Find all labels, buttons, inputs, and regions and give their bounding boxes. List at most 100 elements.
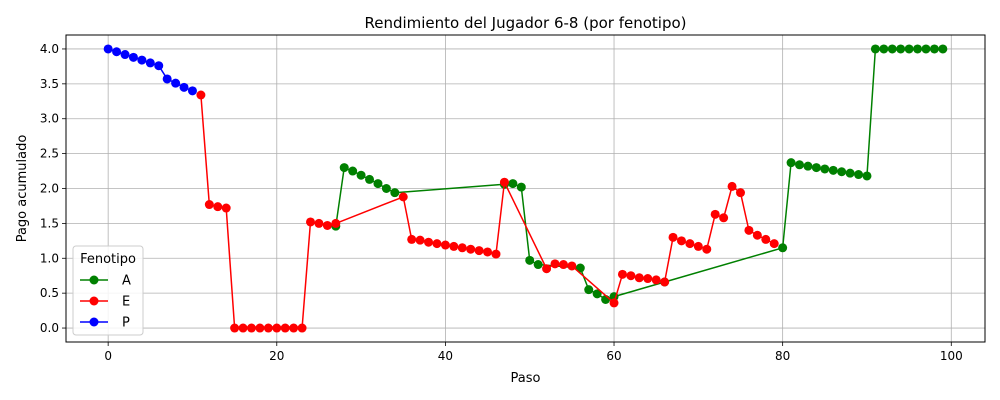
data-point-E <box>474 246 484 256</box>
y-tick-label: 1.5 <box>40 216 59 230</box>
data-point-A <box>929 44 939 54</box>
data-point-E <box>744 225 754 235</box>
data-point-E <box>617 269 627 279</box>
series-P <box>103 44 197 96</box>
data-point-A <box>525 255 535 265</box>
data-point-E <box>221 203 231 213</box>
series-layer <box>103 44 948 333</box>
data-point-E <box>213 202 223 212</box>
data-point-E <box>246 323 256 333</box>
data-point-E <box>196 90 206 100</box>
x-axis: 0 20 40 60 80 100 <box>104 342 963 363</box>
data-point-A <box>921 44 931 54</box>
data-point-P <box>128 52 138 62</box>
data-point-A <box>896 44 906 54</box>
data-point-E <box>306 217 316 227</box>
legend-title: Fenotipo <box>80 252 136 267</box>
data-point-A <box>508 179 518 189</box>
data-point-E <box>735 188 745 198</box>
legend-marker-A <box>89 275 99 285</box>
data-point-A <box>795 160 805 170</box>
data-point-A <box>365 174 375 184</box>
x-axis-label: Paso <box>511 371 541 386</box>
data-point-A <box>533 260 543 270</box>
data-point-P <box>137 55 147 65</box>
data-point-E <box>424 237 434 247</box>
y-tick-label: 2.0 <box>40 182 59 196</box>
data-point-E <box>634 273 644 283</box>
data-point-E <box>702 244 712 254</box>
data-point-E <box>609 298 619 308</box>
data-point-A <box>778 243 788 253</box>
y-tick-label: 4.0 <box>40 42 59 56</box>
data-point-E <box>668 232 678 242</box>
y-axis: 0.0 0.5 1.0 1.5 2.0 2.5 3.0 3.5 4.0 <box>40 42 66 335</box>
data-point-A <box>862 171 872 181</box>
data-point-A <box>828 165 838 175</box>
y-axis-label: Pago acumulado <box>15 135 30 243</box>
data-point-E <box>297 323 307 333</box>
data-point-E <box>550 259 560 269</box>
data-point-E <box>651 275 661 285</box>
data-point-E <box>289 323 299 333</box>
data-point-E <box>491 249 501 259</box>
legend-marker-E <box>89 296 99 306</box>
data-point-P <box>171 78 181 88</box>
data-point-E <box>449 241 459 251</box>
y-tick-label: 3.0 <box>40 112 59 126</box>
data-point-E <box>752 230 762 240</box>
data-point-A <box>575 263 585 273</box>
legend-label-E: E <box>122 295 130 310</box>
data-point-E <box>457 243 467 253</box>
data-point-A <box>854 170 864 180</box>
y-tick-label: 0.0 <box>40 321 59 335</box>
data-point-A <box>837 167 847 177</box>
data-point-P <box>103 44 113 54</box>
chart-title: Rendimiento del Jugador 6-8 (por fenotip… <box>364 14 686 32</box>
data-point-P <box>187 86 197 96</box>
series-E <box>196 90 779 333</box>
data-point-A <box>904 44 914 54</box>
data-point-E <box>567 261 577 271</box>
data-point-E <box>280 323 290 333</box>
data-point-E <box>660 277 670 287</box>
data-point-E <box>643 274 653 284</box>
data-point-E <box>398 192 408 202</box>
data-point-P <box>120 50 130 60</box>
data-point-A <box>348 166 358 176</box>
data-point-E <box>466 244 476 254</box>
legend-label-P: P <box>122 316 130 331</box>
data-point-E <box>626 271 636 281</box>
x-tick-label: 40 <box>438 349 453 363</box>
legend-marker-P <box>89 317 99 327</box>
data-point-E <box>558 260 568 270</box>
y-tick-label: 0.5 <box>40 286 59 300</box>
data-point-E <box>272 323 282 333</box>
legend: Fenotipo AEP <box>72 245 144 336</box>
data-point-A <box>811 163 821 173</box>
data-point-E <box>314 218 324 228</box>
x-tick-label: 20 <box>269 349 284 363</box>
data-point-A <box>592 289 602 299</box>
data-point-E <box>204 200 214 210</box>
data-point-A <box>803 161 813 171</box>
data-point-E <box>238 323 248 333</box>
data-point-E <box>432 239 442 249</box>
data-point-A <box>373 179 383 189</box>
data-point-A <box>381 184 391 193</box>
data-point-E <box>710 209 720 219</box>
data-point-A <box>820 164 830 174</box>
data-point-E <box>407 234 417 244</box>
grid <box>66 35 985 342</box>
data-point-E <box>719 213 729 223</box>
data-point-P <box>145 58 155 68</box>
data-point-E <box>542 264 552 274</box>
data-point-E <box>676 236 686 246</box>
data-point-E <box>331 218 341 228</box>
data-point-E <box>769 239 779 249</box>
x-tick-label: 100 <box>940 349 963 363</box>
data-point-E <box>263 323 273 333</box>
data-point-A <box>879 44 889 54</box>
data-point-A <box>516 182 526 192</box>
y-tick-label: 1.0 <box>40 251 59 265</box>
